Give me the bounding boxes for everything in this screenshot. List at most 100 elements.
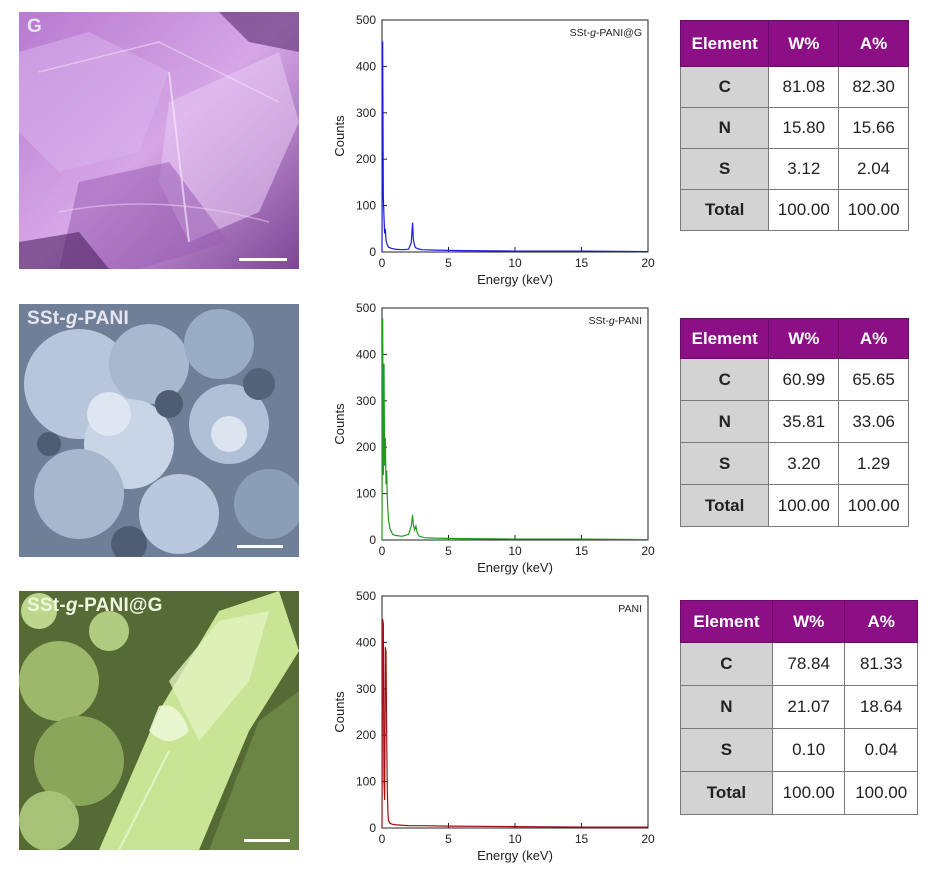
scale-bar-sst-g-pani-g bbox=[244, 839, 290, 842]
sem-micrograph-sst-g-pani-g bbox=[19, 591, 299, 850]
y-tick-label: 400 bbox=[356, 59, 376, 73]
eds-spectrum-g: 0 100 200 300 400 500 0 5 10 15 20 Energy (keV) Coun… bbox=[322, 8, 662, 313]
table-cell-element: N bbox=[680, 685, 773, 729]
table-cell-a: 1.29 bbox=[838, 442, 909, 485]
y-axis-label: Counts bbox=[332, 691, 347, 733]
sem-micrograph-g bbox=[19, 12, 299, 269]
y-tick-label: 100 bbox=[356, 199, 376, 213]
x-tick-label: 20 bbox=[641, 544, 655, 558]
table-cell-a: 100.00 bbox=[844, 771, 918, 815]
eds-spectrum-sst-g-pani: 0 100 200 300 400 500 0 5 10 15 20 Energy (keV) Coun… bbox=[322, 296, 662, 601]
table-cell-element: Total bbox=[679, 484, 770, 527]
table-cell-w: 81.08 bbox=[768, 66, 840, 108]
plot-frame bbox=[381, 595, 649, 829]
x-tick-label: 20 bbox=[641, 832, 655, 846]
table-cell-w: 60.99 bbox=[768, 358, 840, 401]
table-cell-a: 65.65 bbox=[838, 358, 909, 401]
spectrum-line bbox=[381, 318, 649, 541]
sem-image-sst-g-pani-g: SSt-g-PANI@G bbox=[19, 591, 299, 850]
table-cell-w: 0.10 bbox=[771, 728, 846, 772]
x-tick-label: 0 bbox=[379, 832, 386, 846]
table-cell-w: 78.84 bbox=[771, 642, 846, 686]
col-header-element: Element bbox=[680, 600, 773, 643]
sem-micrograph-sst-g-pani bbox=[19, 304, 299, 557]
table-cell-element: N bbox=[679, 107, 770, 149]
spectrum-line bbox=[381, 41, 649, 253]
y-tick-label: 500 bbox=[356, 589, 376, 603]
table-cell-element: C bbox=[680, 642, 773, 686]
table-cell-element: S bbox=[679, 148, 770, 190]
sem-label-sst-g-pani-g: SSt-g-PANI@G bbox=[27, 595, 163, 616]
col-header-a: A% bbox=[838, 318, 909, 359]
y-tick-label: 400 bbox=[356, 635, 376, 649]
y-tick-label: 200 bbox=[356, 440, 376, 454]
eds-spectrum-pani: 0 100 200 300 400 500 0 5 10 15 20 Energy (keV) Coun… bbox=[322, 584, 662, 889]
table-cell-a: 81.33 bbox=[844, 642, 918, 686]
table-cell-a: 18.64 bbox=[844, 685, 918, 729]
sem-image-g: G bbox=[19, 12, 299, 269]
table-cell-w: 35.81 bbox=[768, 400, 840, 443]
x-tick-label: 15 bbox=[575, 544, 589, 558]
x-tick-label: 5 bbox=[445, 256, 452, 270]
table-cell-element: C bbox=[679, 358, 770, 401]
table-cell-a: 15.66 bbox=[838, 107, 909, 149]
table-cell-w: 21.07 bbox=[771, 685, 846, 729]
table-cell-a: 33.06 bbox=[838, 400, 909, 443]
sem-label-sst-g-pani: SSt-g-PANI bbox=[27, 308, 129, 329]
table-cell-a: 82.30 bbox=[838, 66, 909, 108]
legend-label: PANI bbox=[618, 603, 642, 615]
x-tick-label: 15 bbox=[575, 256, 589, 270]
table-cell-element: Total bbox=[680, 771, 773, 815]
x-axis-label: Energy (keV) bbox=[477, 272, 553, 287]
x-tick-label: 10 bbox=[508, 832, 522, 846]
scale-bar-sst-g-pani bbox=[237, 545, 283, 548]
table-cell-element: S bbox=[680, 728, 773, 772]
legend-label: SSt-g-PANI bbox=[589, 315, 643, 327]
table-cell-a: 0.04 bbox=[844, 728, 918, 772]
sem-image-sst-g-pani: SSt-g-PANI bbox=[19, 304, 299, 557]
table-cell-element: C bbox=[679, 66, 770, 108]
col-header-a: A% bbox=[838, 20, 909, 67]
y-tick-label: 500 bbox=[356, 301, 376, 315]
x-axis-label: Energy (keV) bbox=[477, 848, 553, 863]
table-cell-a: 100.00 bbox=[838, 189, 909, 231]
x-tick-label: 15 bbox=[575, 832, 589, 846]
table-cell-element: S bbox=[679, 442, 770, 485]
x-tick-label: 0 bbox=[379, 544, 386, 558]
table-cell-a: 100.00 bbox=[838, 484, 909, 527]
col-header-w: W% bbox=[768, 318, 840, 359]
y-tick-label: 400 bbox=[356, 347, 376, 361]
table-cell-w: 3.20 bbox=[768, 442, 840, 485]
col-header-a: A% bbox=[844, 600, 918, 643]
x-axis-label: Energy (keV) bbox=[477, 560, 553, 575]
y-tick-label: 100 bbox=[356, 775, 376, 789]
table-cell-w: 100.00 bbox=[768, 484, 840, 527]
table-cell-w: 3.12 bbox=[768, 148, 840, 190]
y-tick-label: 100 bbox=[356, 487, 376, 501]
y-tick-label: 300 bbox=[356, 682, 376, 696]
table-cell-a: 2.04 bbox=[838, 148, 909, 190]
col-header-w: W% bbox=[771, 600, 846, 643]
y-axis-label: Counts bbox=[332, 115, 347, 157]
y-tick-label: 500 bbox=[356, 13, 376, 27]
x-tick-label: 5 bbox=[445, 544, 452, 558]
x-tick-label: 0 bbox=[379, 256, 386, 270]
col-header-element: Element bbox=[679, 318, 770, 359]
table-cell-w: 15.80 bbox=[768, 107, 840, 149]
table-cell-w: 100.00 bbox=[771, 771, 846, 815]
x-tick-label: 20 bbox=[641, 256, 655, 270]
table-cell-element: N bbox=[679, 400, 770, 443]
spectrum-line bbox=[381, 619, 648, 829]
y-tick-label: 0 bbox=[369, 245, 376, 259]
x-tick-label: 10 bbox=[508, 256, 522, 270]
table-cell-element: Total bbox=[679, 189, 770, 231]
y-axis-label: Counts bbox=[332, 403, 347, 445]
y-tick-label: 300 bbox=[356, 106, 376, 120]
y-tick-label: 0 bbox=[369, 821, 376, 835]
sem-label-g: G bbox=[27, 16, 42, 37]
legend-label: SSt-g-PANI@G bbox=[570, 27, 642, 39]
plot-frame bbox=[381, 307, 649, 541]
